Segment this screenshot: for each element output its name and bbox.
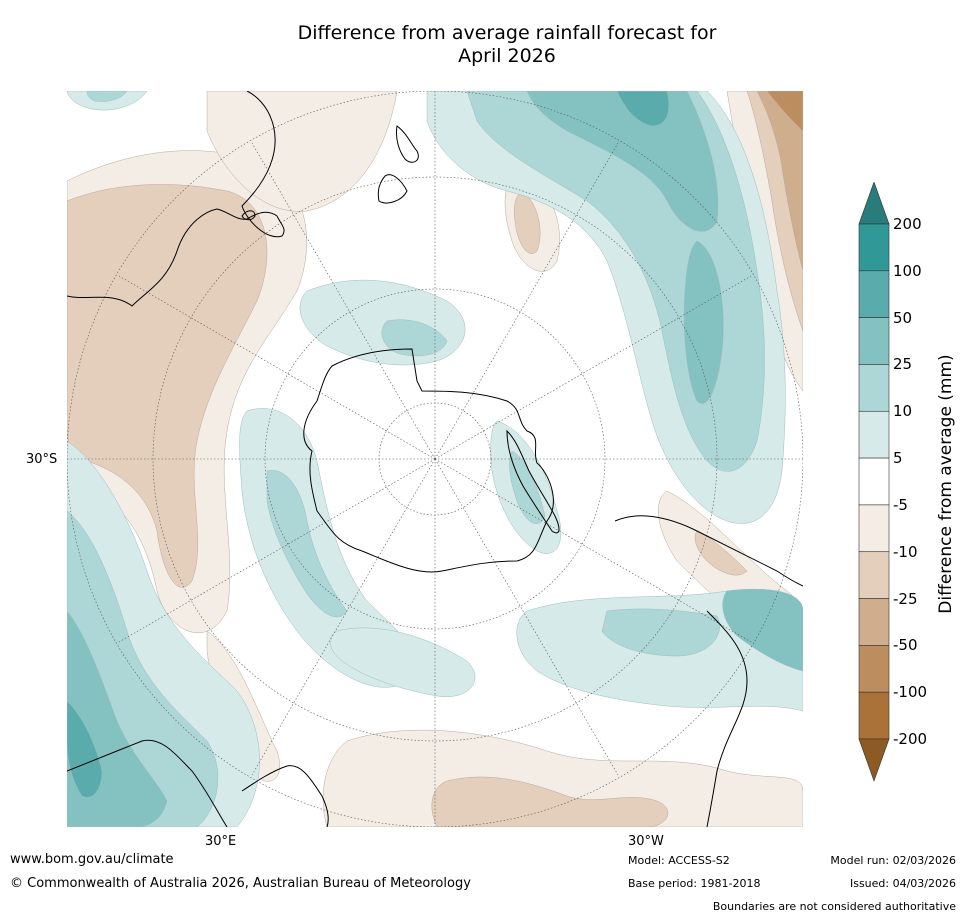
- wet-anomaly-regions: [67, 91, 803, 827]
- title-line-2: April 2026: [458, 45, 556, 67]
- model-run-text: Model run: 02/03/2026: [830, 854, 956, 867]
- colorbar-segment-200-100: [858, 223, 890, 272]
- new-zealand-coastline: [377, 125, 419, 204]
- colorbar-segments: [858, 223, 890, 740]
- colorbar-tick-label: -25: [893, 589, 918, 608]
- tasmania-coastline: [241, 210, 256, 221]
- colorbar-tick-label: -200: [893, 730, 928, 748]
- colorbar-segment-neg5-neg10: [858, 504, 890, 553]
- colorbar-tick-label: 25: [893, 355, 913, 374]
- colorbar-segment-25-10: [858, 364, 890, 412]
- base-period-text: Base period: 1981-2018: [628, 877, 761, 890]
- antarctic-peninsula: [506, 429, 560, 534]
- colorbar-tick-label: 100: [893, 261, 922, 280]
- colorbar-under-triangle: [858, 738, 890, 782]
- africa-coastline: [67, 739, 329, 827]
- colorbar-segment-5-neg5: [858, 457, 890, 506]
- copyright-text: © Commonwealth of Australia 2026, Austra…: [10, 876, 471, 891]
- colorbar-tick-label: 200: [893, 215, 922, 233]
- lon-label-30e: 30°E: [205, 834, 237, 849]
- colorbar-tick-label: 5: [893, 449, 903, 468]
- colorbar-segment-100-50: [858, 270, 890, 318]
- colorbar-tick-label: -5: [893, 495, 908, 514]
- colorbar-tick-label: -50: [893, 636, 918, 655]
- colorbar-tick-label: 50: [893, 308, 913, 327]
- dry-anomaly-regions: [67, 91, 803, 827]
- colorbar-segment-10-5: [858, 410, 890, 459]
- lat-label-30s: 30°S: [26, 452, 58, 467]
- colorbar-segment-neg100-neg200: [858, 691, 890, 740]
- lon-label-30w: 30°W: [628, 834, 664, 849]
- website-link[interactable]: www.bom.gov.au/climate: [10, 852, 174, 867]
- map-canvas: [67, 91, 803, 827]
- south-america-coastline: [614, 515, 803, 827]
- title-line-1: Difference from average rainfall forecas…: [297, 22, 717, 44]
- antarctica-coastline: [303, 348, 554, 573]
- graticule: [67, 91, 803, 827]
- model-text: Model: ACCESS-S2: [628, 854, 730, 867]
- colorbar-title: Difference from average (mm): [936, 354, 956, 614]
- colorbar-segment-neg10-neg25: [858, 551, 890, 599]
- colorbar-tick-label: -10: [893, 542, 918, 561]
- colorbar-segment-neg50-neg100: [858, 645, 890, 693]
- issued-text: Issued: 04/03/2026: [849, 877, 956, 890]
- colorbar-tick-label: -100: [893, 683, 928, 702]
- colorbar-segment-50-25: [858, 317, 890, 365]
- colorbar-over-triangle: [858, 182, 890, 225]
- map-title: Difference from average rainfall forecas…: [67, 22, 947, 68]
- colorbar-segment-neg25-neg50: [858, 598, 890, 646]
- colorbar-tick-label: 10: [893, 402, 913, 421]
- rainfall-map[interactable]: [67, 91, 803, 827]
- australia-coastline: [67, 91, 285, 307]
- colorbar: [858, 182, 890, 782]
- disclaimer-text: Boundaries are not considered authoritat…: [712, 900, 956, 913]
